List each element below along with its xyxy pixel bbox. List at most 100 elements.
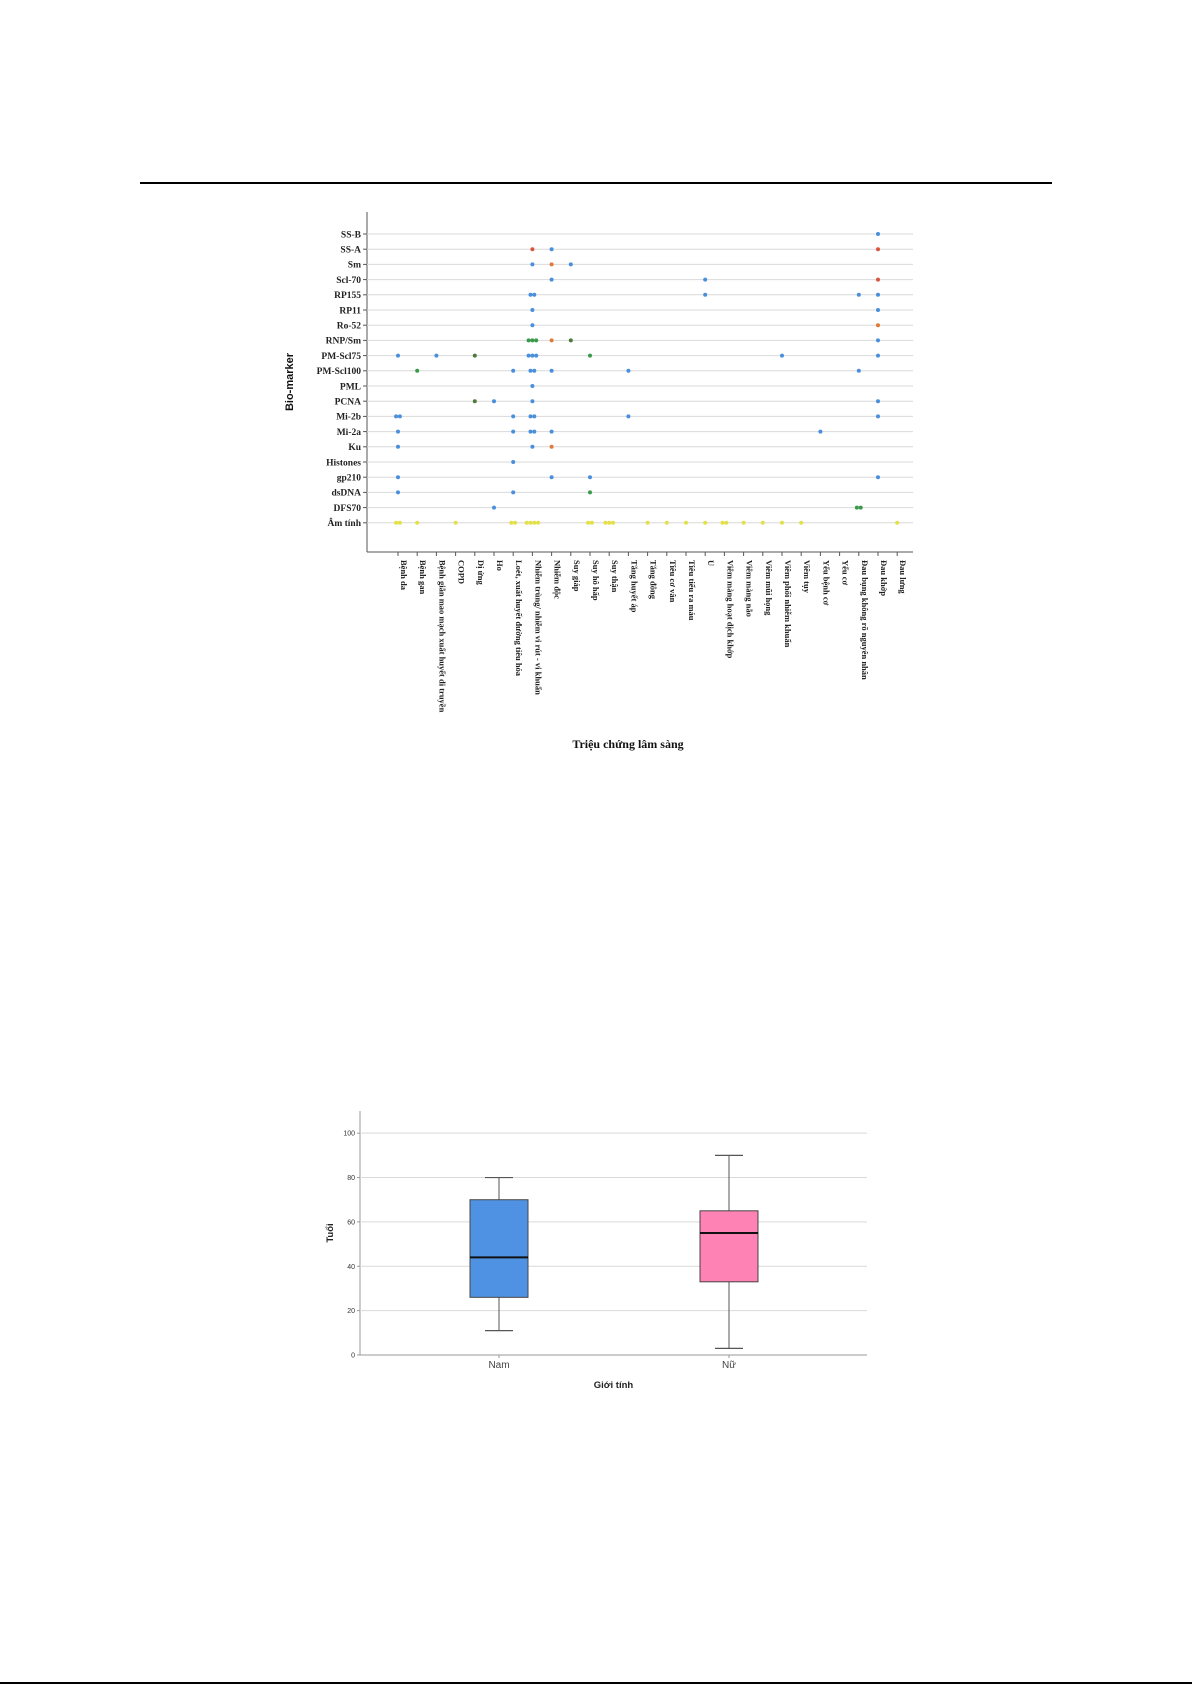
- iqr-box: [699, 1210, 759, 1283]
- data-point: [524, 520, 529, 525]
- y-tick-label: 40: [347, 1264, 355, 1271]
- y-tick-label: DFS70: [334, 504, 362, 514]
- data-point: [876, 308, 880, 312]
- data-point: [530, 384, 535, 388]
- data-point: [492, 399, 496, 404]
- x-tick-label: COPD: [457, 560, 467, 584]
- data-point: [549, 338, 554, 343]
- x-axis-title: Triệu chứng lâm sàng: [572, 737, 683, 751]
- data-point: [532, 292, 537, 297]
- data-point: [415, 520, 420, 525]
- data-point: [396, 444, 400, 449]
- y-tick-label: RP11: [339, 306, 361, 316]
- y-tick-label: Ro-52: [337, 322, 362, 332]
- data-point: [530, 308, 535, 312]
- data-point: [526, 353, 531, 358]
- y-tick-label: PM-Scl75: [321, 352, 361, 362]
- data-point: [511, 429, 516, 434]
- data-point: [799, 520, 804, 525]
- data-point: [530, 262, 535, 267]
- y-axis-title: Tuổi: [325, 1223, 336, 1242]
- data-point: [876, 323, 880, 328]
- data-point: [532, 414, 537, 419]
- x-tick-label: Viêm phổi nhiễm khuẩn: [783, 560, 793, 648]
- data-point: [760, 520, 765, 525]
- data-point: [586, 520, 591, 525]
- data-point: [549, 444, 554, 449]
- x-tick-label: Suy giáp: [572, 560, 582, 592]
- x-tick-label: Yếu cơ: [841, 560, 851, 586]
- data-point: [528, 414, 533, 419]
- scatter-chart: SS-B SS-A Sm Scl-70 RP155 RP11 Ro-52 RNP/Sm PM-S…: [284, 212, 913, 751]
- data-point: [530, 338, 535, 343]
- data-point: [453, 520, 458, 525]
- data-point: [568, 338, 573, 343]
- data-point: [397, 520, 402, 525]
- data-point: [549, 368, 554, 373]
- x-tick-label: Ho: [495, 560, 505, 571]
- data-point: [394, 414, 399, 419]
- data-point: [397, 414, 402, 419]
- data-point: [588, 353, 592, 358]
- x-tick-label: Suy thận: [610, 560, 620, 593]
- x-tick-label: Tăng đông: [649, 560, 659, 600]
- data-point: [528, 368, 533, 373]
- y-tick-label: RP155: [334, 291, 361, 301]
- data-point: [645, 520, 650, 525]
- data-point: [511, 490, 516, 495]
- data-point: [472, 399, 477, 404]
- x-tick-label: Viêm màng não: [745, 560, 755, 617]
- x-tick-label: Nữ: [722, 1360, 736, 1371]
- data-point: [703, 520, 708, 525]
- data-point: [780, 520, 784, 525]
- data-point: [532, 368, 537, 373]
- y-tick-label: PML: [340, 382, 361, 392]
- x-tick-label: Bệnh gan: [418, 560, 428, 595]
- x-tick-label: Viêm mũi họng: [764, 560, 774, 616]
- data-point: [876, 414, 880, 419]
- x-tick-label: Đau lưng: [898, 560, 908, 594]
- y-tick-label: 60: [347, 1219, 355, 1226]
- data-point: [611, 520, 615, 525]
- x-tick-label: U: [706, 560, 716, 566]
- data-point: [741, 520, 746, 525]
- box-group: [469, 1176, 529, 1332]
- x-tick-label: Bệnh giãn mao mạch xuất huyết di truyền: [437, 560, 447, 713]
- y-tick-label: 0: [351, 1353, 355, 1360]
- data-point: [856, 368, 861, 373]
- x-tick-label: Tiêu tiểu ra máu: [687, 560, 697, 621]
- data-point: [549, 247, 554, 252]
- data-point: [396, 353, 400, 358]
- data-point: [532, 429, 537, 434]
- x-tick-label: Yếu bệnh cơ: [821, 560, 831, 606]
- y-tick-label: Mi-2b: [336, 413, 361, 423]
- data-point: [536, 520, 541, 525]
- data-point: [895, 520, 900, 525]
- data-point: [588, 475, 592, 480]
- data-point: [530, 247, 535, 252]
- data-point: [472, 353, 477, 358]
- data-point: [684, 520, 688, 525]
- x-axis-title: Giới tính: [594, 1380, 634, 1391]
- data-point: [530, 353, 535, 358]
- data-point: [532, 520, 537, 525]
- data-point: [856, 292, 861, 297]
- y-tick-label: SS-B: [341, 230, 362, 240]
- y-tick-label: Mi-2a: [337, 428, 362, 438]
- data-point: [534, 338, 539, 343]
- data-point: [626, 414, 631, 419]
- y-tick-label: Scl-70: [336, 276, 361, 286]
- data-point: [858, 505, 863, 510]
- y-tick-label: Histones: [326, 458, 361, 468]
- x-tick-label: Nhiễm độc: [553, 560, 563, 599]
- data-point: [394, 520, 399, 525]
- data-point: [568, 262, 573, 267]
- x-tick-label: Đau khớp: [879, 560, 889, 596]
- y-tick-label: Âm tính: [327, 517, 361, 529]
- y-axis-title: Bio-marker: [284, 352, 296, 411]
- data-point: [530, 399, 535, 404]
- y-tick-label: gp210: [337, 474, 362, 484]
- data-point: [511, 414, 516, 419]
- x-tick-label: Viêm màng hoạt dịch khớp: [725, 560, 735, 659]
- data-point: [513, 520, 518, 525]
